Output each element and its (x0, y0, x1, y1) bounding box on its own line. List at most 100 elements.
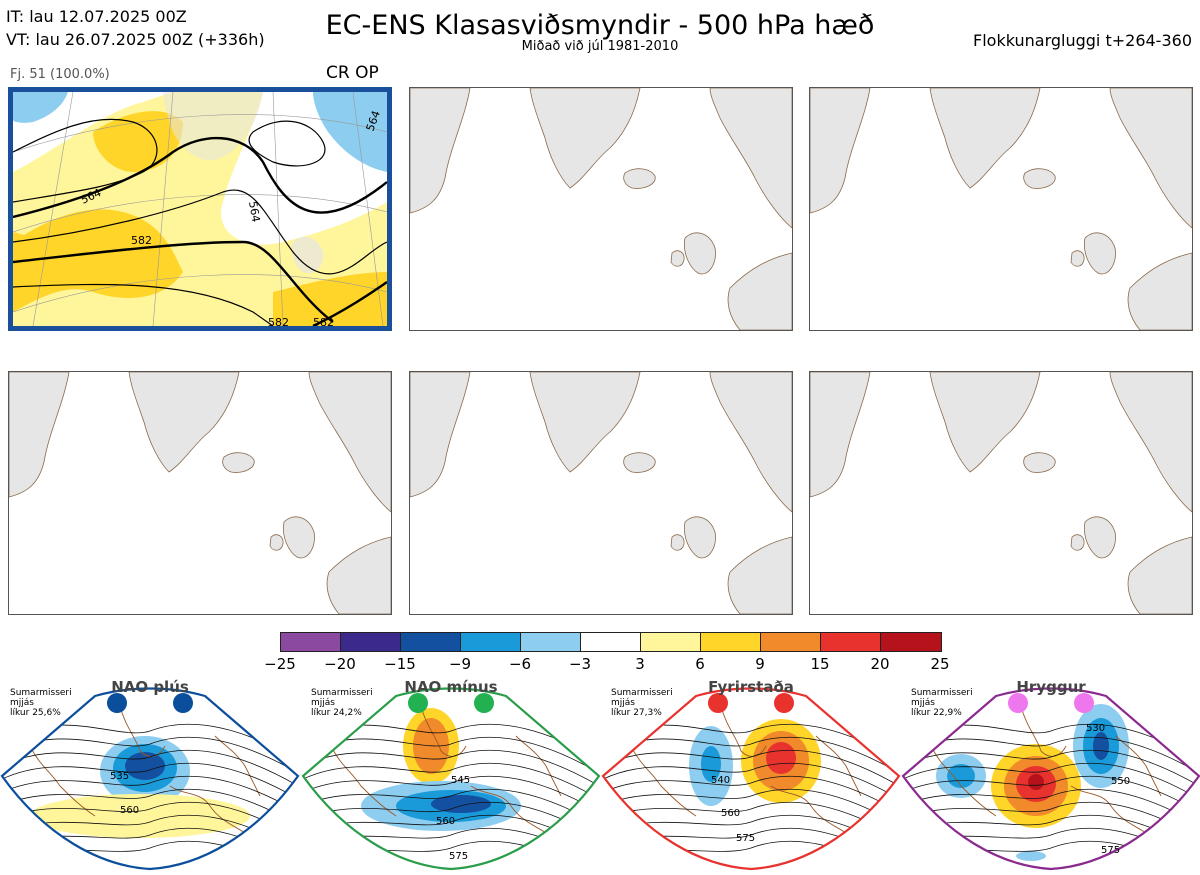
coastline (630, 745, 697, 817)
coastline (930, 745, 997, 817)
regime-info: Sumarmisseri mjjás líkur 25,6% (10, 688, 72, 718)
colorbar-tick-label: −20 (324, 655, 356, 673)
anomaly-blob (766, 742, 796, 774)
regime-ridge[interactable]: 530 550 575 Hryggur Sumarmisseri mjjás líkur… (901, 676, 1200, 871)
land-ireland (670, 250, 685, 267)
land-britain (683, 516, 716, 559)
regime-name: Hryggur (1016, 678, 1086, 696)
land-britain (282, 516, 315, 559)
land-britain (683, 232, 716, 275)
contour-label: 545 (451, 775, 470, 786)
height-contour (603, 775, 899, 814)
land-britain (1083, 516, 1116, 559)
height-contour (903, 788, 1199, 827)
colorbar-tick-label: −25 (264, 655, 296, 673)
regime-nao-plus[interactable]: 535 560 NAO plús Sumarmisseri mjjás líkur 2… (0, 676, 300, 871)
regime-frame (0, 687, 300, 871)
member-map-panel-2[interactable] (409, 87, 793, 331)
land-canada (410, 372, 471, 498)
height-contour (903, 749, 1199, 788)
coastline (815, 735, 862, 797)
height-contour (603, 736, 899, 775)
height-contour (903, 736, 1199, 775)
contour-label: 560 (120, 805, 139, 816)
contour-label: 575 (1101, 845, 1120, 856)
height-contour (303, 775, 599, 814)
empty-map (410, 372, 792, 614)
land-scandinavia (1109, 372, 1192, 513)
valid-time: VT: lau 26.07.2025 00Z (+336h) (6, 30, 265, 49)
member-count-label: Fj. 51 (100.0%) (10, 67, 110, 82)
land-ireland (1070, 250, 1085, 267)
land-greenland (929, 372, 1041, 473)
land-iceland (1023, 452, 1056, 473)
colorbar-segment (281, 633, 341, 651)
land-greenland (529, 372, 641, 473)
land-canada (810, 372, 871, 498)
height-contour (903, 814, 1199, 853)
empty-map (410, 88, 792, 330)
contour-label: 540 (711, 775, 730, 786)
land-iceland (222, 452, 255, 473)
anomaly-blob (1093, 732, 1109, 760)
colorbar-segment (881, 633, 941, 651)
coastline (515, 735, 562, 797)
member-map-panel-5[interactable] (409, 371, 793, 615)
anomaly-blob (30, 794, 250, 838)
regime-info: Sumarmisseri mjjás líkur 27,3% (611, 688, 673, 718)
height-contour (603, 788, 899, 827)
colorbar-tick-label: 25 (930, 655, 950, 673)
colorbar-tick-label: −3 (568, 655, 592, 673)
land-canada (410, 88, 471, 214)
colorbar-tick-label: 15 (810, 655, 830, 673)
height-contour (303, 749, 599, 788)
colorbar (280, 632, 942, 652)
height-contour (2, 749, 298, 788)
member-map-panel-3[interactable] (809, 87, 1193, 331)
regime-map: 545 560 575 (301, 687, 601, 871)
height-contour (303, 801, 599, 840)
contour-label: 564 (246, 200, 262, 223)
classification-window: Flokkunargluggi t+264-360 (973, 31, 1192, 50)
regime-frame (301, 687, 601, 871)
member-map-panel-4[interactable] (8, 371, 392, 615)
height-contour (603, 801, 899, 840)
land-scandinavia (308, 372, 391, 513)
regime-name: NAO plús (111, 678, 189, 696)
land-europe (326, 536, 391, 614)
anomaly-blob (1016, 851, 1046, 861)
regime-map: 540 560 575 (601, 687, 901, 871)
height-contour (2, 775, 298, 814)
land-iceland (623, 168, 656, 189)
coastline (1115, 735, 1162, 797)
height-contour (303, 788, 599, 827)
colorbar-segment (641, 633, 701, 651)
land-europe (1127, 252, 1192, 330)
colorbar-tick-label: −15 (384, 655, 416, 673)
contour-label: 575 (736, 833, 755, 844)
land-ireland (1070, 534, 1085, 551)
contour-label: 560 (436, 816, 455, 827)
regime-label: CR OP (326, 63, 379, 83)
height-contour (2, 762, 298, 801)
regime-info: Sumarmisseri mjjás líkur 24,2% (311, 688, 373, 718)
regime-marker-dot (774, 693, 794, 713)
coastline (420, 705, 467, 757)
member-map-panel-1[interactable]: 564 564 582 564 582 582 (8, 87, 392, 331)
regime-marker-dot (408, 693, 428, 713)
regime-marker-dot (107, 693, 127, 713)
regime-nao-minus[interactable]: 545 560 575 NAO mínus Sumarmisseri mjjás lík… (301, 676, 601, 871)
contour-label: 582 (313, 316, 334, 326)
land-ireland (269, 534, 284, 551)
contour-label: 550 (1111, 776, 1130, 787)
land-greenland (128, 372, 240, 473)
page-title: EC-ENS Klasasviðsmyndir - 500 hPa hæð (325, 10, 875, 41)
height-contour (2, 801, 298, 840)
land-ireland (670, 534, 685, 551)
land-iceland (623, 452, 656, 473)
member-map-panel-6[interactable] (809, 371, 1193, 615)
regime-marker-dot (708, 693, 728, 713)
height-contour (903, 775, 1199, 814)
colorbar-segment (341, 633, 401, 651)
regime-blocking[interactable]: 540 560 575 Fyrirstaða Sumarmisseri mjjás lí… (601, 676, 901, 871)
